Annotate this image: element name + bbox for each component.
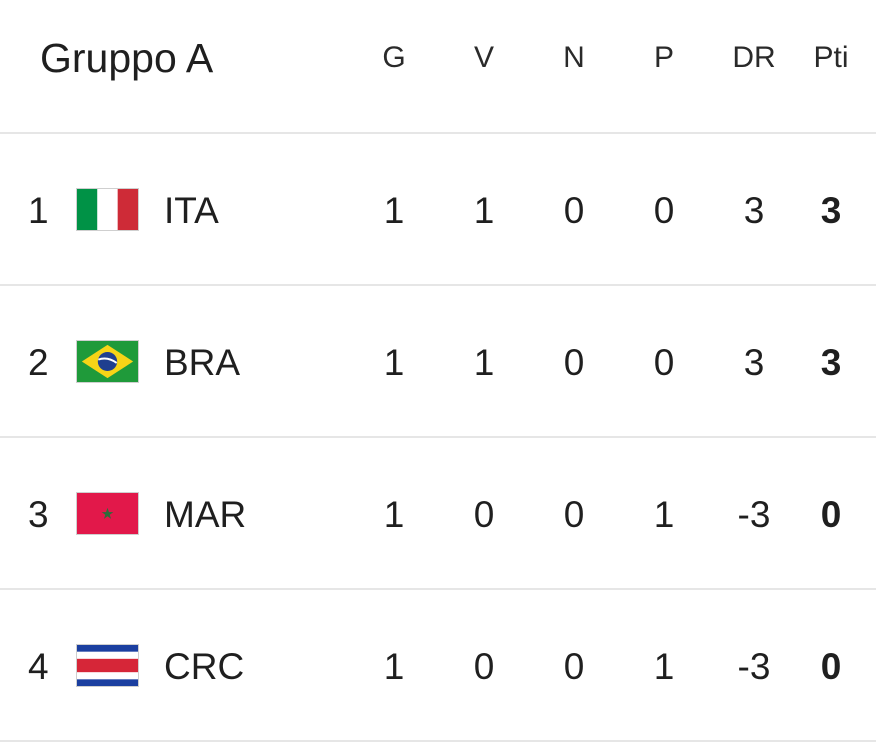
team-position: 2 [28,342,49,383]
team-position: 3 [28,494,49,535]
table-row[interactable]: 2 BRA 1 1 0 0 3 3 [0,286,876,438]
points-value: 0 [820,494,842,535]
played-value: 1 [383,646,405,687]
lost-value: 1 [653,494,675,535]
team-name: CRC [164,646,245,687]
table-row[interactable]: 1 ITA 1 1 0 0 3 3 [0,134,876,286]
table-row[interactable]: 3 MAR 1 0 0 1 -3 0 [0,438,876,590]
won-value: 1 [473,342,495,383]
lost-value: 0 [653,190,675,231]
team-name: BRA [164,342,241,383]
goal-diff-value: -3 [737,646,771,687]
goal-diff-value: 3 [743,342,765,383]
column-header-goal-diff: DR [732,41,776,74]
drawn-value: 0 [563,342,585,383]
won-value: 0 [473,494,495,535]
column-header-played: G [382,41,406,74]
drawn-value: 0 [563,190,585,231]
column-header-points: Pti [813,41,849,74]
morocco-flag-icon [76,492,139,535]
column-header-won: V [473,41,494,74]
brazil-flag-icon [76,340,139,383]
played-value: 1 [383,190,405,231]
won-value: 1 [473,190,495,231]
group-title: Gruppo A [40,35,214,81]
table-row[interactable]: 4 CRC 1 0 0 1 -3 0 [0,590,876,742]
team-position: 1 [28,190,49,231]
team-name: MAR [164,494,247,535]
points-value: 3 [820,190,842,231]
played-value: 1 [383,494,405,535]
team-name: ITA [164,190,219,231]
points-value: 0 [820,646,842,687]
italy-flag-icon [76,188,139,231]
lost-value: 0 [653,342,675,383]
column-header-lost: P [653,41,674,74]
costa-rica-flag-icon [76,644,139,687]
drawn-value: 0 [563,494,585,535]
won-value: 0 [473,646,495,687]
lost-value: 1 [653,646,675,687]
table-header: Gruppo A G V N P DR Pti [0,0,876,134]
goal-diff-value: -3 [737,494,771,535]
column-header-drawn: N [563,41,585,74]
points-value: 3 [820,342,842,383]
team-position: 4 [28,646,49,687]
goal-diff-value: 3 [743,190,765,231]
played-value: 1 [383,342,405,383]
drawn-value: 0 [563,646,585,687]
